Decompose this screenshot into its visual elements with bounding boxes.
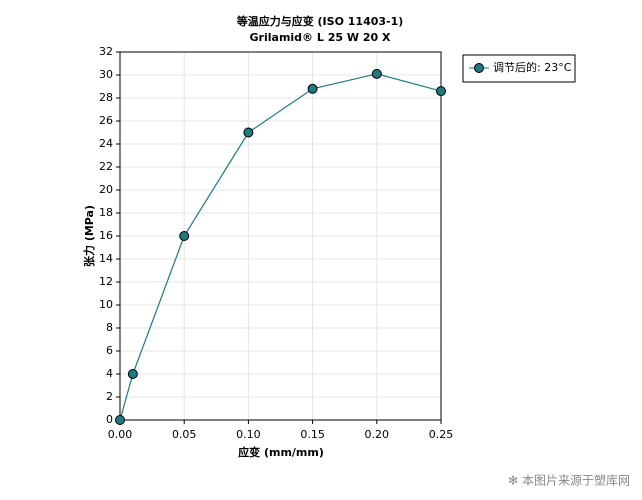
y-tick-label: 6 — [106, 344, 113, 357]
data-point — [307, 83, 318, 94]
y-tick-label: 28 — [99, 91, 113, 104]
y-tick-label: 32 — [99, 45, 113, 58]
plot-frame — [119, 51, 442, 421]
chart-title: 等温应力与应变 (ISO 11403-1) — [236, 14, 404, 28]
x-tick-label: 0.10 — [236, 428, 261, 441]
data-point — [371, 68, 382, 79]
y-tick-label: 24 — [99, 137, 113, 150]
y-tick-label: 12 — [99, 275, 113, 288]
y-tick-label: 2 — [106, 390, 113, 403]
y-axis-title: 张力 (MPa) — [82, 205, 96, 267]
y-tick-label: 18 — [99, 206, 113, 219]
y-tick-label: 14 — [99, 252, 113, 265]
x-tick-label: 0.05 — [172, 428, 197, 441]
series-line — [119, 73, 442, 421]
y-tick-label: 30 — [99, 68, 113, 81]
x-tick-label: 0.15 — [300, 428, 325, 441]
x-axis-title: 应变 (mm/mm) — [238, 445, 324, 459]
x-tick-label: 0.25 — [429, 428, 454, 441]
y-tick-label: 0 — [106, 413, 113, 426]
data-point — [127, 369, 138, 379]
y-tick-label: 16 — [99, 229, 113, 242]
y-tick-label: 26 — [99, 114, 113, 127]
legend-marker — [474, 63, 484, 73]
data-point — [179, 231, 190, 241]
y-tick-label: 8 — [106, 321, 113, 334]
legend-label: 调节后的: 23°C — [493, 60, 572, 74]
y-tick-label: 22 — [99, 160, 113, 173]
y-tick-label: 20 — [99, 183, 113, 196]
watermark: ✻ 本图片来源于塑库网 — [508, 473, 630, 488]
data-point — [436, 86, 446, 97]
chart-subtitle: Grilamid® L 25 W 20 X — [250, 31, 391, 44]
x-tick-label: 0.20 — [365, 428, 390, 441]
y-tick-label: 4 — [106, 367, 113, 380]
data-point — [243, 127, 254, 138]
data-point — [115, 415, 125, 425]
x-tick-label: 0.00 — [108, 428, 133, 441]
y-tick-label: 10 — [99, 298, 113, 311]
